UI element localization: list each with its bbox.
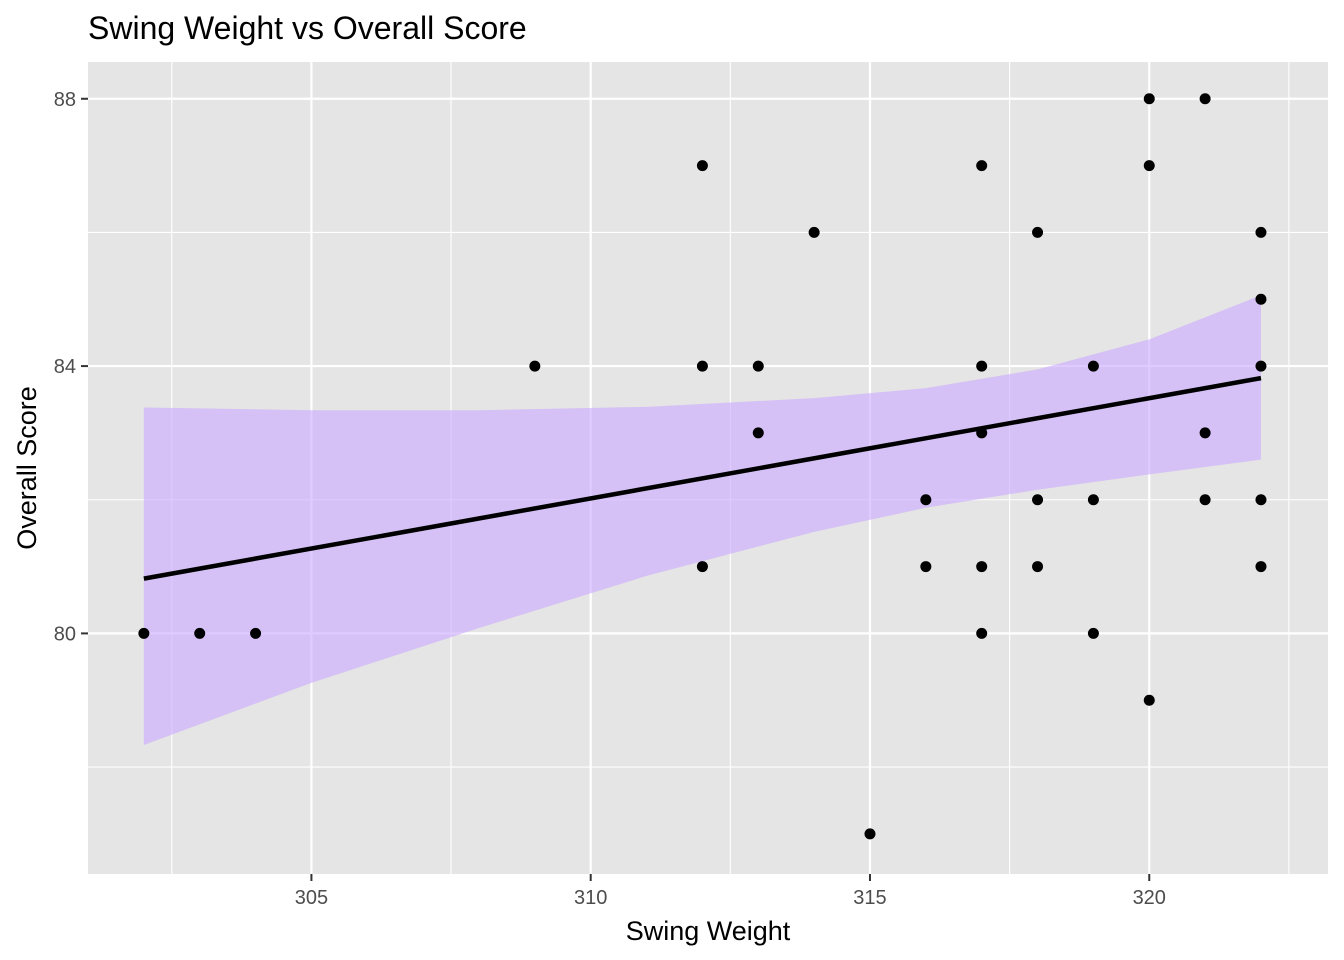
data-point (1255, 494, 1267, 506)
data-point (1087, 627, 1099, 639)
data-point (1143, 694, 1155, 706)
data-point (976, 160, 988, 172)
confidence-band (143, 295, 1261, 746)
points-layer (138, 93, 1267, 840)
data-point (138, 627, 150, 639)
trend-line-layer (143, 375, 1262, 581)
data-point (1143, 160, 1155, 172)
data-point (696, 561, 708, 573)
data-point (1032, 494, 1044, 506)
y-tick-label: 84 (54, 356, 76, 378)
x-axis-label: Swing Weight (626, 916, 791, 946)
data-point (1255, 360, 1267, 372)
data-point (976, 427, 988, 439)
y-tick-label: 88 (54, 89, 76, 111)
data-point (194, 627, 206, 639)
data-point (1255, 293, 1267, 305)
data-point (1032, 226, 1044, 238)
x-tick-label: 305 (295, 887, 328, 909)
x-tick-label: 310 (574, 887, 607, 909)
y-axis-label: Overall Score (12, 386, 42, 550)
data-point (1199, 93, 1211, 105)
data-point (976, 561, 988, 573)
data-point (808, 226, 820, 238)
data-point (1087, 494, 1099, 506)
data-point (976, 627, 988, 639)
data-point (1199, 427, 1211, 439)
x-axis: 305 310 315 320 (295, 874, 1166, 909)
data-point (696, 360, 708, 372)
x-tick-label: 320 (1133, 887, 1166, 909)
data-point (696, 160, 708, 172)
data-point (250, 627, 262, 639)
data-point (920, 561, 932, 573)
y-tick-label: 80 (54, 623, 76, 645)
data-point (1255, 226, 1267, 238)
data-point (1199, 494, 1211, 506)
confidence-band-layer (143, 295, 1261, 746)
data-point (752, 360, 764, 372)
data-point (1087, 360, 1099, 372)
y-axis: 80 84 88 (54, 89, 88, 645)
data-point (1143, 93, 1155, 105)
chart-title: Swing Weight vs Overall Score (88, 10, 527, 46)
data-point (1255, 561, 1267, 573)
data-point (864, 828, 876, 840)
data-point (1032, 561, 1044, 573)
data-point (752, 427, 764, 439)
x-tick-label: 315 (853, 887, 886, 909)
data-point (529, 360, 541, 372)
data-point (976, 360, 988, 372)
data-point (920, 494, 932, 506)
trend-line (143, 375, 1262, 581)
